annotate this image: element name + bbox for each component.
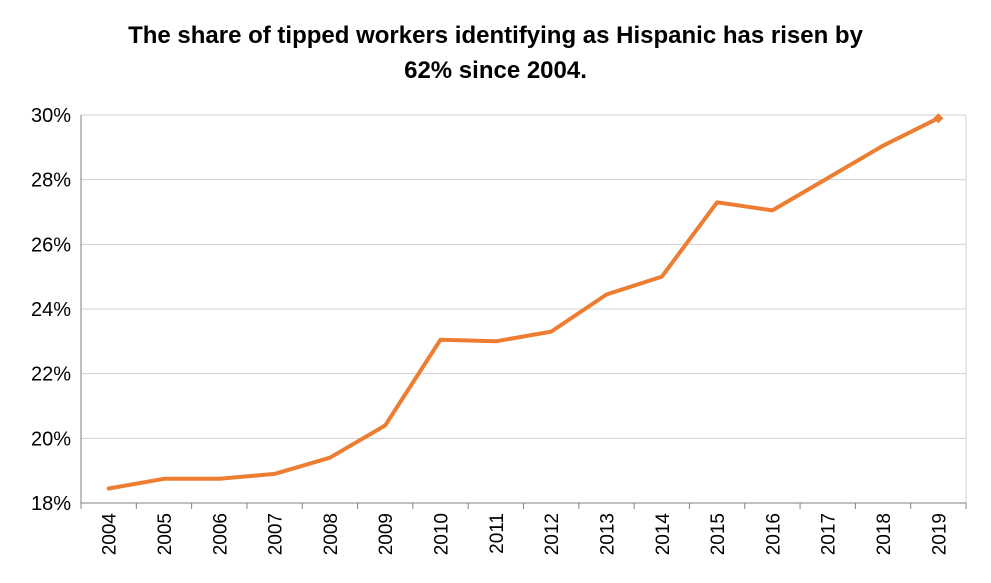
x-tick-label: 2012: [542, 513, 563, 555]
x-tick-label: 2018: [874, 513, 895, 555]
x-tick-label: 2006: [210, 513, 231, 555]
y-tick-label: 26%: [31, 234, 71, 256]
y-tick-label: 20%: [31, 428, 71, 450]
x-tick-label: 2014: [653, 513, 674, 556]
chart-title: The share of tipped workers identifying …: [0, 18, 991, 88]
y-tick-labels: 18% 20% 22% 24% 26% 28% 30%: [31, 105, 71, 515]
x-tick-labels: 2004 2005 2006 2007 2008 2009 2010 2011 2012 2013…: [100, 513, 951, 556]
y-tick-label: 18%: [31, 493, 71, 515]
series-layer: [106, 113, 944, 491]
x-tick-label: 2010: [432, 513, 453, 555]
gridlines: [81, 114, 967, 503]
x-tick-label: 2009: [376, 513, 397, 555]
y-tick-label: 22%: [31, 364, 71, 386]
x-tick-label: 2007: [266, 513, 287, 555]
x-tick-label: 2019: [929, 513, 950, 555]
y-tick-label: 28%: [31, 170, 71, 192]
x-tick-label: 2016: [763, 513, 784, 555]
series-line: [106, 116, 941, 491]
x-tick-label: 2004: [100, 513, 121, 556]
x-tick-label: 2017: [819, 513, 840, 555]
chart-title-line-2: 62% since 2004.: [404, 57, 587, 84]
axes: [80, 115, 967, 509]
x-tick-label: 2013: [597, 513, 618, 555]
x-tick-label: 2011: [487, 513, 508, 554]
chart-title-line-1: The share of tipped workers identifying …: [128, 22, 863, 49]
series-end-marker: [933, 113, 944, 124]
x-tick-label: 2015: [708, 513, 729, 555]
x-tick-label: 2005: [155, 513, 176, 555]
x-tick-label: 2008: [321, 513, 342, 555]
y-tick-label: 24%: [31, 299, 71, 321]
y-tick-label: 30%: [31, 105, 71, 127]
